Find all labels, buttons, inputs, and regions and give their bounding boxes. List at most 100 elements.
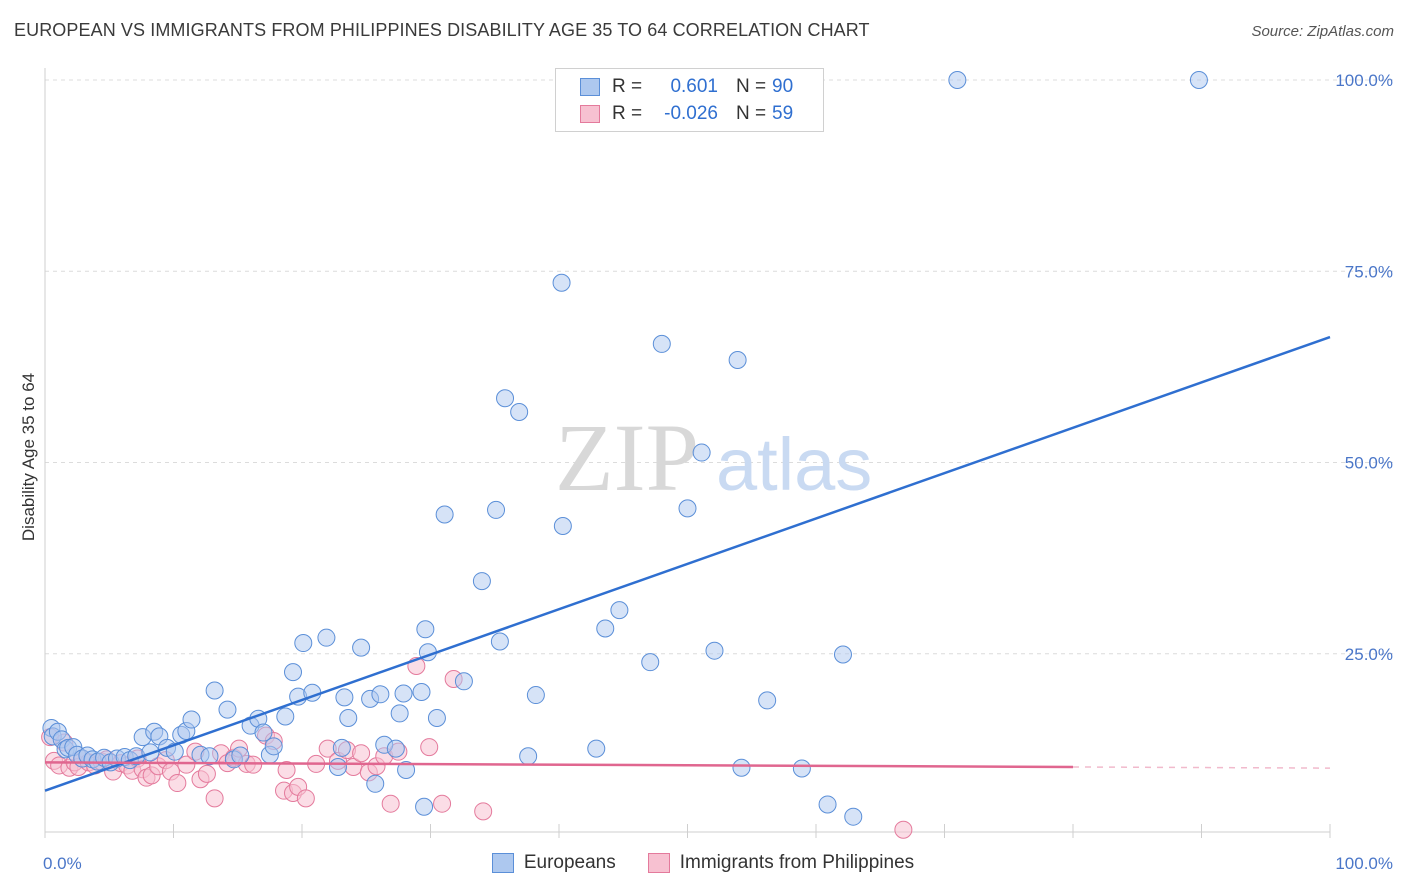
- european-point: [294, 634, 313, 653]
- european-point: [276, 707, 295, 726]
- european-point: [490, 632, 509, 651]
- philippines-point: [296, 789, 315, 808]
- european-point: [328, 757, 347, 776]
- philippines-point: [474, 802, 493, 821]
- european-point: [610, 601, 629, 620]
- european-point: [390, 704, 409, 723]
- philippines-point: [277, 761, 296, 780]
- european-point: [844, 807, 863, 826]
- philippines-point: [168, 774, 187, 793]
- tick-labels: 25.0% 50.0% 75.0% 100.0% 0.0% 100.0%: [43, 71, 1393, 873]
- european-point: [526, 686, 545, 705]
- european-point: [394, 684, 413, 703]
- european-point: [948, 71, 967, 89]
- series-label-philippines: Immigrants from Philippines: [679, 852, 915, 873]
- european-point: [652, 334, 671, 353]
- series-label-europeans: Europeans: [523, 852, 616, 873]
- european-point: [728, 350, 747, 369]
- european-point: [332, 738, 351, 757]
- philippines-point: [894, 820, 913, 839]
- legend-r-value: 0.601: [670, 76, 718, 97]
- legend-row-europeans: R = 0.601 N = 90: [580, 75, 793, 99]
- philippines-point: [352, 744, 371, 763]
- european-point: [587, 739, 606, 758]
- legend-r-value: -0.026: [664, 103, 718, 124]
- x-tick-label-min: 0.0%: [43, 854, 82, 873]
- european-point: [218, 700, 237, 719]
- philippines-point: [244, 755, 263, 774]
- european-point: [231, 746, 250, 765]
- watermark: ZIP atlas: [555, 404, 872, 511]
- watermark-atlas: atlas: [716, 423, 872, 506]
- legend-n-label: N =: [736, 103, 767, 124]
- european-point: [818, 795, 837, 814]
- y-tick-label: 100.0%: [1335, 71, 1393, 90]
- y-axis-label: Disability Age 35 to 64: [19, 373, 38, 541]
- legend-n-label: N =: [736, 76, 767, 97]
- series-swatch-europeans: [491, 853, 514, 873]
- european-point: [371, 685, 390, 704]
- philippines-point: [433, 794, 452, 813]
- philippines-point: [381, 794, 400, 813]
- european-point: [416, 620, 435, 639]
- european-point: [284, 663, 303, 682]
- european-point: [596, 619, 615, 638]
- european-point: [552, 273, 571, 292]
- philippines-trend-line: [44, 761, 1074, 769]
- european-point: [412, 683, 431, 701]
- european-point: [335, 688, 354, 707]
- european-trend-line: [44, 335, 1331, 792]
- european-point: [427, 709, 446, 728]
- european-point: [641, 653, 660, 672]
- legend-swatch-philippines: [580, 105, 600, 123]
- european-point: [415, 797, 434, 816]
- european-point: [758, 691, 777, 710]
- european-point: [472, 572, 491, 591]
- european-point: [553, 516, 572, 535]
- philippines-point: [205, 789, 224, 808]
- gridlines: [45, 79, 1394, 655]
- european-point: [792, 759, 811, 778]
- chart-title: EUROPEAN VS IMMIGRANTS FROM PHILIPPINES …: [14, 20, 870, 40]
- european-point: [705, 641, 724, 660]
- european-point: [454, 672, 473, 691]
- european-point: [732, 758, 751, 777]
- legend-swatch-europeans: [580, 78, 600, 96]
- philippines-point: [420, 738, 439, 757]
- y-tick-label: 25.0%: [1345, 645, 1393, 664]
- watermark-zip: ZIP: [555, 404, 699, 511]
- european-point: [339, 709, 358, 728]
- european-point: [317, 628, 336, 647]
- european-point: [678, 499, 697, 518]
- european-point: [510, 403, 529, 422]
- y-tick-label: 50.0%: [1345, 454, 1393, 473]
- european-point: [487, 500, 506, 519]
- philippines-point: [197, 764, 216, 783]
- european-point: [519, 747, 538, 766]
- series-legend-europeans[interactable]: Europeans: [491, 852, 616, 874]
- legend-row-philippines: R = -0.026 N = 59: [580, 102, 793, 126]
- european-point: [254, 723, 273, 742]
- x-tick-label-max: 100.0%: [1335, 854, 1393, 873]
- legend-r-label: R =: [612, 103, 643, 124]
- legend-r-label: R =: [612, 76, 643, 97]
- correlation-legend: R = 0.601 N = 90 R = -0.026 N = 59: [555, 68, 824, 132]
- european-point: [435, 505, 454, 524]
- philippines-trend-extension: [1072, 766, 1331, 769]
- philippines-points: [41, 656, 913, 839]
- philippines-point: [177, 755, 196, 774]
- european-point: [200, 747, 219, 766]
- series-legend-philippines[interactable]: Immigrants from Philippines: [647, 852, 915, 874]
- european-point: [397, 761, 416, 780]
- legend-n-value: 90: [772, 76, 794, 97]
- series-legend: Europeans Immigrants from Philippines: [0, 852, 1406, 874]
- y-tick-label: 75.0%: [1345, 262, 1393, 281]
- european-point: [833, 645, 852, 664]
- european-point: [366, 774, 385, 793]
- european-point: [386, 739, 405, 758]
- source-label: Source: ZipAtlas.com: [1251, 23, 1394, 40]
- european-point: [205, 681, 224, 700]
- european-point: [352, 638, 371, 657]
- axes: [44, 68, 1331, 838]
